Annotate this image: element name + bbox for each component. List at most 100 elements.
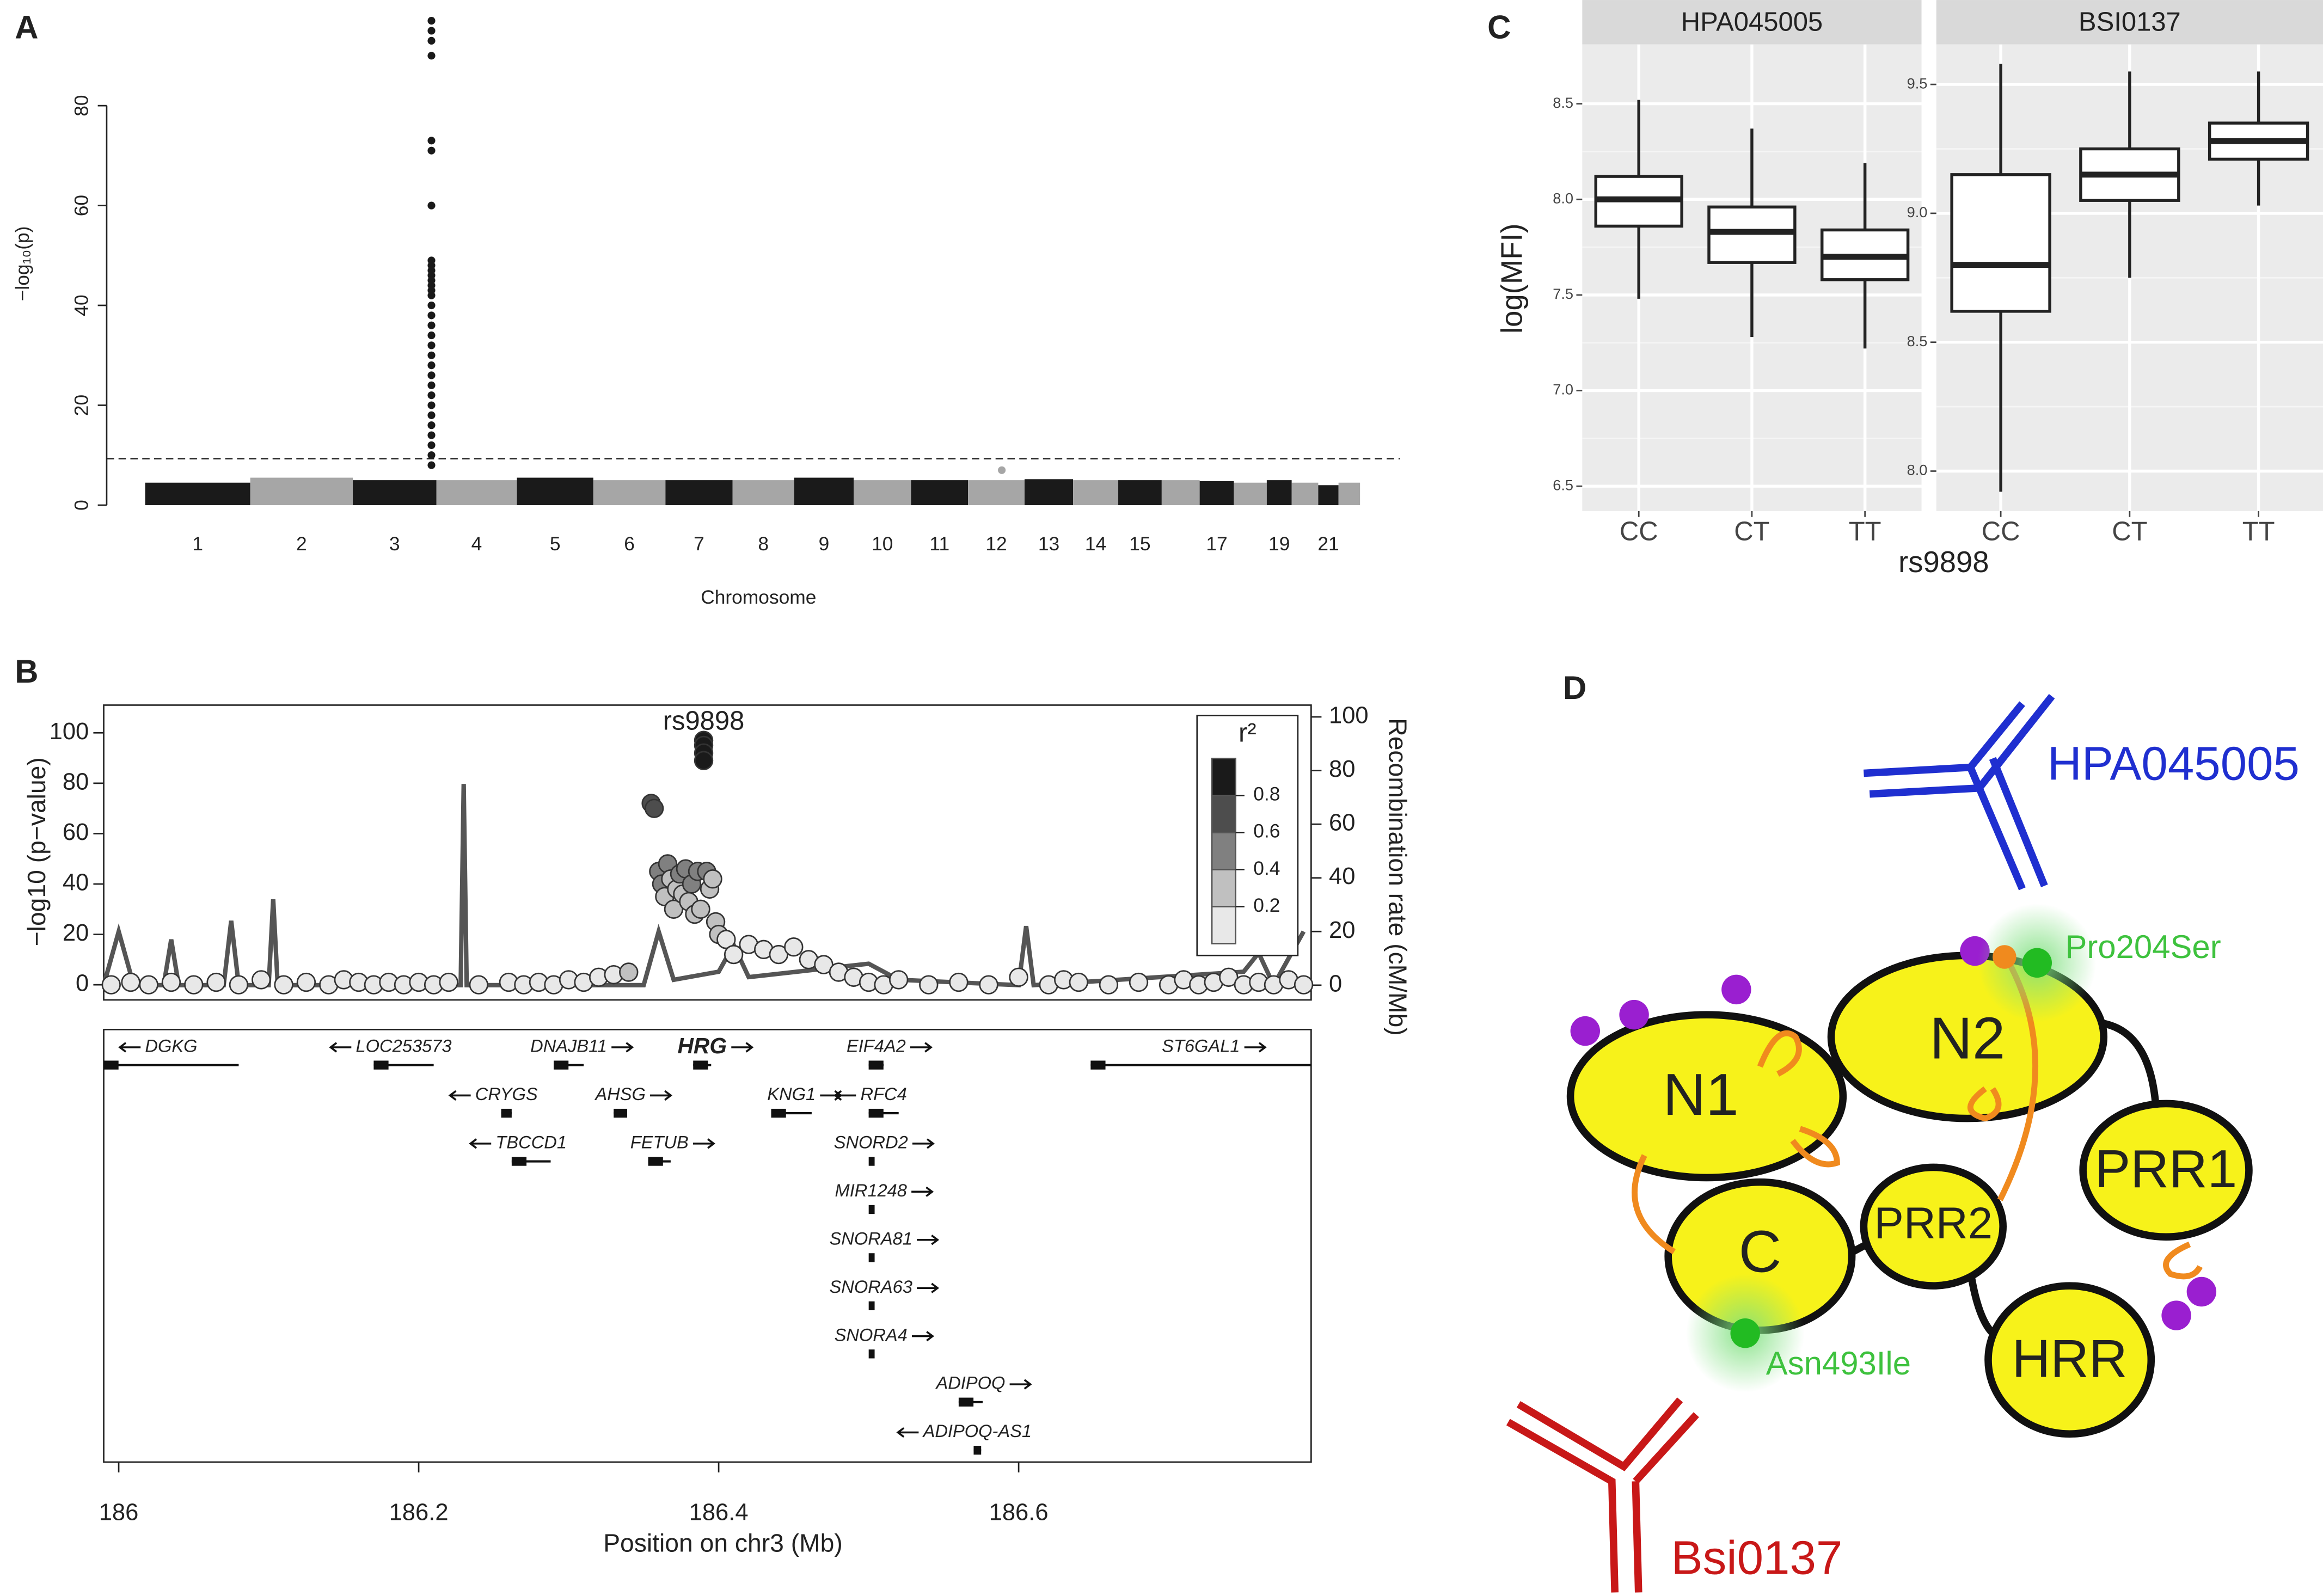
legend-tick-label: 0.2 [1253,895,1280,916]
snp-point [121,972,140,992]
snp-point [427,411,436,419]
snp-point [427,401,436,409]
x-tick-label: 186.4 [689,1500,749,1526]
manhattan-plot: 1 2 3 4 5 6 7 8 9 10 11 12 13 14 15 17 19 21020406080Chro… [12,9,1400,608]
snp-point [1219,967,1239,987]
gene-exon [373,1060,389,1070]
locus-plot: 0 20 40 60 80 100 0 20 40 60 80 100 rs9898 0.2 0.4 0.6 0… [15,653,1412,1557]
domain-label: PRR1 [2095,1139,2237,1199]
chromosome-band [436,480,517,505]
strip-title: BSI0137 [2079,8,2181,37]
x-axis-label: Position on chr3 (Mb) [603,1529,843,1557]
y-tick-label: 20 [63,920,89,946]
snp-point [427,341,436,349]
legend-swatch [1211,795,1236,833]
gene-label: SNORA81 [830,1228,912,1248]
gene-label: FETUB [630,1132,689,1152]
snp-point [439,972,458,992]
gene-label: SNORD2 [834,1132,908,1152]
chromosome-band [1234,482,1267,505]
x-tick-label: TT [2242,517,2275,547]
snp-point [427,421,436,429]
snp-point [1099,975,1119,995]
gene-frame [103,1028,1312,1463]
strand-arrow [731,1042,754,1053]
panel-letter: B [15,653,38,690]
strand-arrow [1009,1379,1032,1390]
snp-point [427,451,436,459]
x-tick-label: 10 [872,533,893,555]
snp-point [427,17,436,25]
y2-tick-label: 20 [1329,917,1355,943]
snp-point [427,381,436,389]
x-tick-label: 1 [192,533,203,555]
x-tick-label: 12 [985,533,1007,555]
snp-point [694,751,714,770]
gene-exon [771,1108,786,1118]
snp-point [998,466,1006,474]
y-tick-label: 8.5 [1553,94,1573,111]
chromosome-band [1291,482,1319,505]
snp-point [427,441,436,449]
snp-point [427,52,436,60]
snp-point [296,972,316,992]
variant-label: Pro204Ser [2065,929,2221,965]
snp-point [716,930,736,949]
gene-exon [554,1060,569,1070]
y-tick-label: 6.5 [1553,476,1573,493]
strand-arrow [611,1042,634,1053]
y-tick-label: 8.5 [1907,333,1928,349]
snp-point [889,970,909,990]
snp-point [769,944,788,965]
snp-point [252,970,271,990]
snp-point [161,972,181,992]
gene-label: LOC253573 [356,1036,451,1056]
gene-label: ADIPOQ-AS1 [922,1421,1032,1441]
chromosome-band [854,480,911,505]
gene-label: MIR1248 [835,1180,907,1200]
snp-point [919,975,939,995]
gene-exon [868,1253,875,1262]
chromosome-band [1338,482,1360,505]
gene-exon [868,1349,875,1359]
strand-arrow [910,1042,933,1053]
gene-exon [868,1157,875,1166]
antibody-label: HPA045005 [2048,738,2300,790]
gene-label: DGKG [145,1036,197,1056]
snp-point [427,301,436,310]
annotation: rs9898 [663,706,745,735]
snp-point [427,27,436,35]
gene-exon [868,1205,875,1214]
chromosome-band [732,480,794,505]
box [1950,173,2051,313]
chromosome-band [1024,479,1074,505]
antibody-label: Bsi0137 [1671,1531,1843,1584]
domains [1566,952,2253,1438]
y-tick-label: 60 [71,195,93,216]
gene-exon [511,1157,527,1166]
variant-site [2022,948,2052,978]
x-tick-label: CC [1982,517,2020,547]
y-tick-label: 40 [71,294,93,316]
y-tick-label: 20 [71,395,93,416]
snp-point [427,361,436,370]
x-axis-label: Chromosome [701,587,816,608]
gene-label: ST6GAL1 [1162,1036,1240,1056]
chromosome-band [1318,485,1339,505]
strand-arrow [912,1331,935,1342]
snp-point [427,391,436,400]
strand-arrow [692,1138,715,1149]
panel-letter: D [1563,670,1586,706]
box-facet: BSI0137 8.0 8.5 9.0 9.5 CC CT TT [1907,0,2323,547]
gene-exon [614,1108,628,1118]
chromosome-band [1073,480,1119,505]
snp-point [1129,972,1149,992]
gene-label: TBCCD1 [495,1132,567,1152]
snp-point [206,972,226,992]
snp-point [427,431,436,439]
domain-label: N1 [1663,1061,1738,1128]
snp-point [949,972,969,992]
legend-tick-label: 0.8 [1253,784,1280,805]
gene-label: ADIPOQ [935,1373,1005,1393]
x-tick-label: 6 [624,533,635,555]
